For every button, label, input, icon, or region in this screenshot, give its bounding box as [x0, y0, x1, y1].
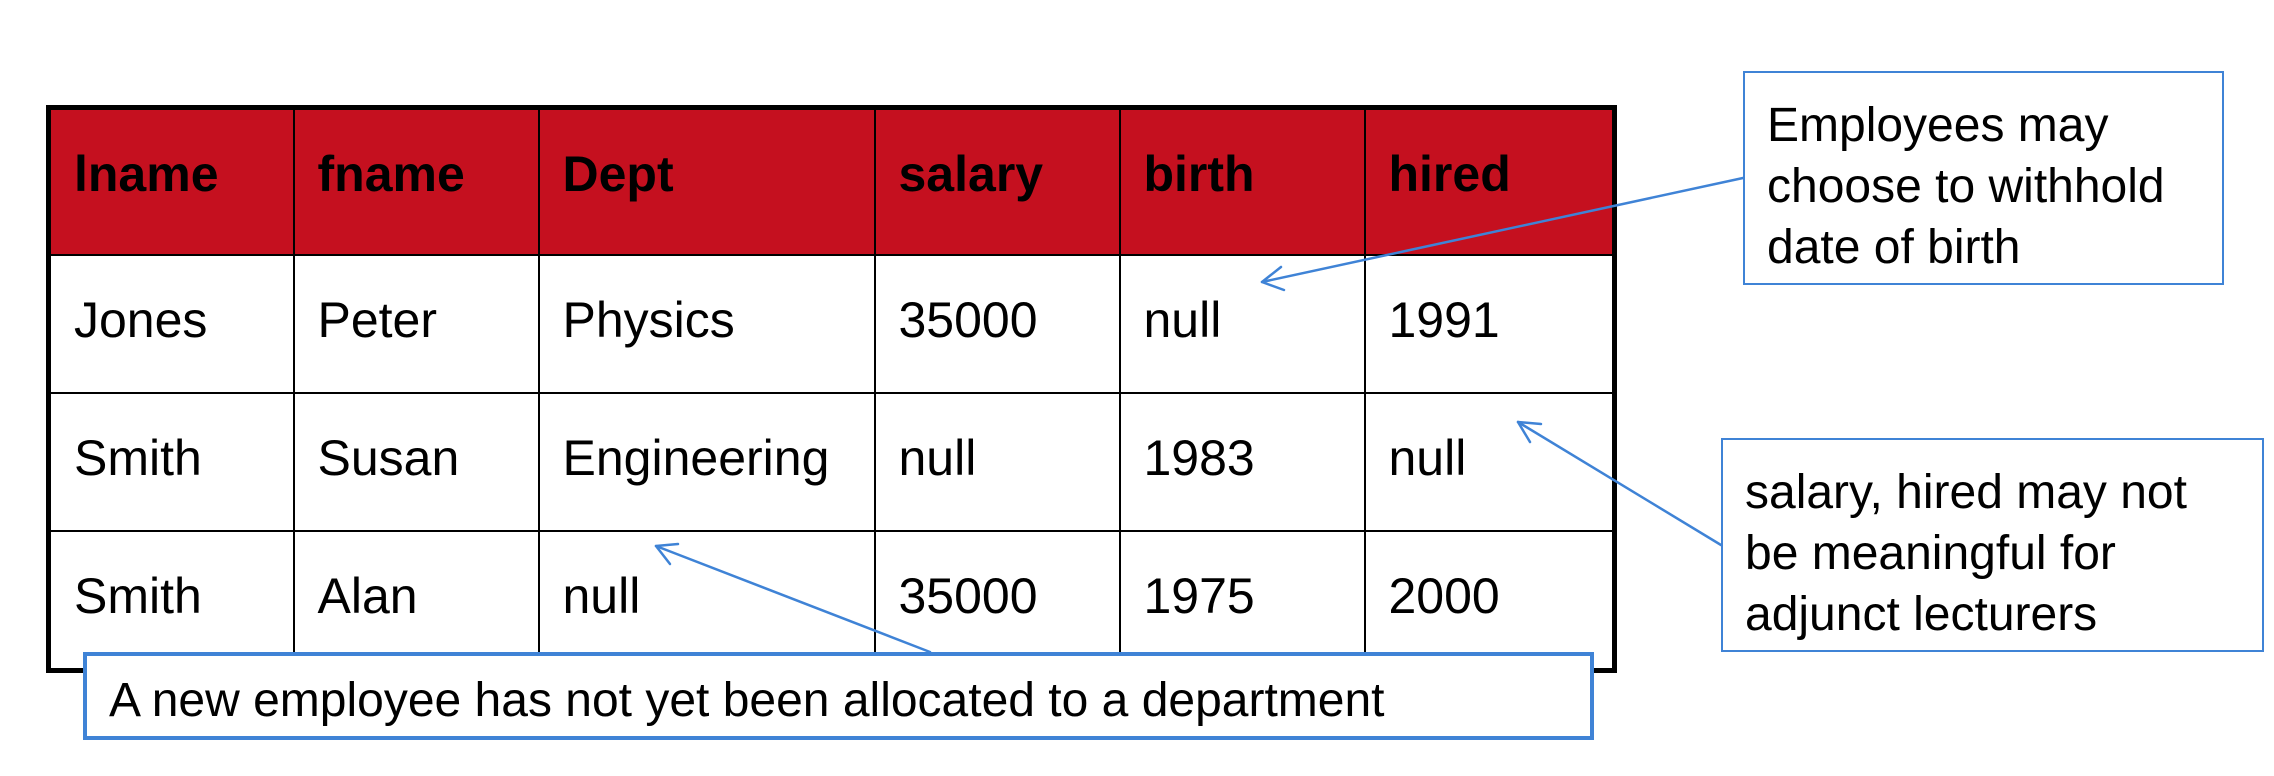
cell-dept: Engineering [537, 392, 876, 532]
cell-salary: 35000 [873, 530, 1121, 672]
cell-lname: Smith [47, 392, 295, 532]
header-fname: fname [292, 106, 540, 256]
table-header-row: lname fname Dept salary birth hired [47, 106, 1616, 256]
header-hired: hired [1363, 106, 1616, 256]
cell-birth: 1983 [1118, 392, 1366, 532]
table-row: Smith Alan null 35000 1975 2000 [47, 530, 1616, 672]
cell-fname: Susan [292, 392, 540, 532]
cell-salary: 35000 [873, 254, 1121, 394]
table-row: Smith Susan Engineering null 1983 null [47, 392, 1616, 532]
cell-birth: null [1118, 254, 1366, 394]
callout-birth-note: Employees may choose to withhold date of… [1743, 71, 2224, 285]
header-salary: salary [873, 106, 1121, 256]
callout-dept-note: A new employee has not yet been allocate… [83, 652, 1594, 740]
callout-line: A new employee has not yet been allocate… [109, 674, 1385, 727]
callout-salary-note: salary, hired may not be meaningful for … [1721, 438, 2264, 652]
employee-table: lname fname Dept salary birth hired Jone… [46, 105, 1617, 673]
cell-lname: Smith [47, 530, 295, 672]
cell-fname: Alan [292, 530, 540, 672]
cell-fname: Peter [292, 254, 540, 394]
cell-lname: Jones [47, 254, 295, 394]
header-birth: birth [1118, 106, 1366, 256]
cell-salary: null [873, 392, 1121, 532]
callout-line: date of birth [1767, 221, 2021, 274]
callout-line: be meaningful for [1745, 527, 2116, 580]
callout-line: adjunct lecturers [1745, 588, 2098, 641]
callout-line: choose to withhold [1767, 160, 2165, 213]
header-lname: lname [47, 106, 295, 256]
table-row: Jones Peter Physics 35000 null 1991 [47, 254, 1616, 394]
cell-dept: null [537, 530, 876, 672]
cell-hired: 1991 [1363, 254, 1616, 394]
cell-birth: 1975 [1118, 530, 1366, 672]
cell-hired: 2000 [1363, 530, 1616, 672]
header-dept: Dept [537, 106, 876, 256]
callout-line: salary, hired may not [1745, 466, 2187, 519]
cell-hired: null [1363, 392, 1616, 532]
callout-line: Employees may [1767, 99, 2109, 152]
cell-dept: Physics [537, 254, 876, 394]
